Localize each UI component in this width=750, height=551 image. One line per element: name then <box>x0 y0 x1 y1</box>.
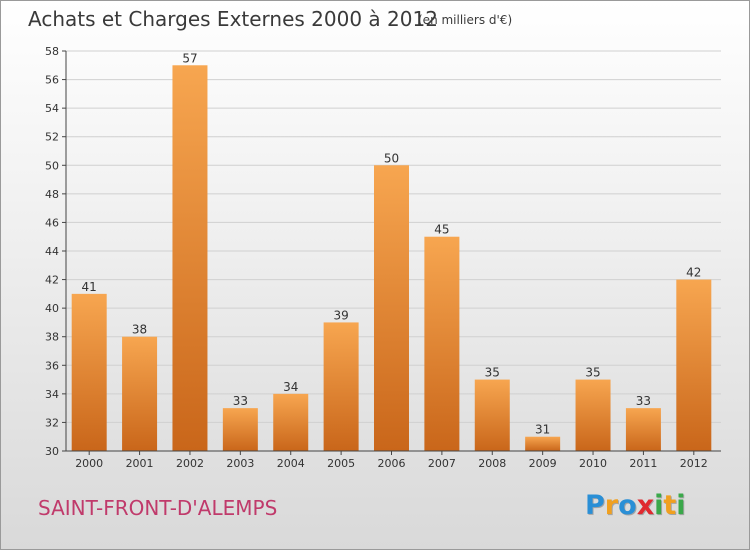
logo-letter: i <box>676 490 686 521</box>
bars <box>71 65 712 452</box>
data-label: 31 <box>535 423 550 437</box>
y-tick-label: 54 <box>45 102 59 115</box>
x-tick-label: 2012 <box>680 457 708 470</box>
x-tick-label: 2000 <box>75 457 103 470</box>
logo-letter: x <box>636 490 655 521</box>
data-label: 35 <box>585 366 600 380</box>
x-tick-label: 2002 <box>176 457 204 470</box>
x-tick-label: 2003 <box>226 457 254 470</box>
proxiti-logo: Proxiti <box>585 490 686 521</box>
x-tick-label: 2005 <box>327 457 355 470</box>
bar <box>676 279 712 451</box>
bar <box>323 322 359 451</box>
logo-letter: o <box>618 490 637 521</box>
y-tick-label: 30 <box>45 445 59 458</box>
y-tick-label: 36 <box>45 359 59 372</box>
x-tick-label: 2010 <box>579 457 607 470</box>
data-label: 39 <box>333 308 348 322</box>
labels: 30 32 34 36 38 40 42 44 46 48 50 52 54 56 58 2000 41 2001… <box>45 45 708 470</box>
chart-subtitle: (en milliers d'€) <box>418 13 513 27</box>
data-label: 34 <box>283 380 298 394</box>
bar <box>374 165 409 452</box>
x-tick-label: 2008 <box>478 457 506 470</box>
chart-title: Achats et Charges Externes 2000 à 2012 <box>28 7 438 31</box>
bar <box>625 408 661 451</box>
bar <box>172 65 208 452</box>
data-label: 57 <box>182 51 197 65</box>
logo-letter: i <box>654 490 664 521</box>
y-tick-label: 46 <box>45 216 59 229</box>
bar <box>71 293 107 451</box>
x-tick-label: 2001 <box>126 457 154 470</box>
y-tick-label: 32 <box>45 416 59 429</box>
x-tick-label: 2007 <box>428 457 456 470</box>
bar <box>424 236 460 451</box>
y-tick-label: 38 <box>45 331 59 344</box>
x-tick-label: 2004 <box>277 457 305 470</box>
y-tick-label: 58 <box>45 45 59 58</box>
bar <box>222 408 258 451</box>
y-tick-label: 42 <box>45 274 59 287</box>
y-tick-label: 40 <box>45 302 59 315</box>
logo-letter: P <box>585 490 605 521</box>
commune-name: SAINT-FRONT-D'ALEMPS <box>38 496 278 520</box>
data-label: 38 <box>132 323 147 337</box>
axes <box>62 50 721 455</box>
x-tick-label: 2011 <box>629 457 657 470</box>
y-tick-label: 44 <box>45 245 59 258</box>
bar <box>575 379 611 451</box>
bar <box>273 393 309 451</box>
y-tick-label: 50 <box>45 159 59 172</box>
data-label: 50 <box>384 151 399 165</box>
y-tick-label: 56 <box>45 74 59 87</box>
data-label: 35 <box>485 366 500 380</box>
bar <box>525 436 561 451</box>
data-label: 42 <box>686 266 701 280</box>
x-tick-label: 2009 <box>529 457 557 470</box>
data-label: 41 <box>82 280 97 294</box>
logo-letter: t <box>663 490 677 521</box>
y-tick-label: 52 <box>45 131 59 144</box>
data-label: 33 <box>233 394 248 408</box>
logo-letter: r <box>604 490 619 521</box>
data-label: 45 <box>434 223 449 237</box>
data-label: 33 <box>636 394 651 408</box>
y-tick-label: 34 <box>45 388 59 401</box>
bar <box>474 379 510 451</box>
bar <box>122 336 158 451</box>
y-tick-label: 48 <box>45 188 59 201</box>
x-tick-label: 2006 <box>378 457 406 470</box>
